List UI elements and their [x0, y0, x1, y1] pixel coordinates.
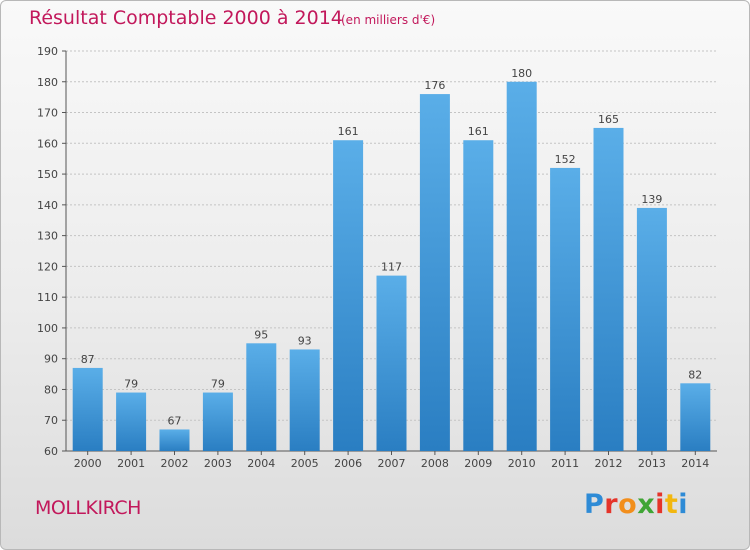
bar	[116, 392, 147, 451]
data-label: 67	[168, 414, 182, 427]
logo-letter: o	[618, 489, 638, 520]
bar	[72, 367, 103, 451]
data-label: 117	[381, 261, 402, 274]
logo-letter: r	[604, 489, 619, 520]
y-tick-label: 150	[37, 168, 58, 181]
x-tick-label: 2013	[638, 457, 666, 470]
logo-letter: t	[664, 489, 679, 520]
x-tick-label: 2010	[508, 457, 536, 470]
y-tick-label: 190	[37, 45, 58, 58]
x-tick-label: 2001	[117, 457, 145, 470]
x-tick-label: 2008	[421, 457, 449, 470]
y-tick-label: 70	[44, 414, 58, 427]
x-tick-label: 2011	[551, 457, 579, 470]
bar	[333, 140, 364, 451]
data-label: 95	[254, 328, 268, 341]
x-tick-label: 2006	[334, 457, 362, 470]
x-tick-label: 2007	[378, 457, 406, 470]
x-tick-label: 2012	[595, 457, 623, 470]
logo-letter: i	[655, 489, 665, 520]
data-label: 152	[555, 153, 576, 166]
x-tick-label: 2005	[291, 457, 319, 470]
chart-subtitle: (en milliers d'€)	[341, 13, 436, 27]
bar	[680, 383, 711, 451]
x-tick-label: 2009	[464, 457, 492, 470]
bar	[463, 140, 494, 451]
y-tick-label: 80	[44, 383, 58, 396]
y-tick-label: 140	[37, 199, 58, 212]
bar	[376, 275, 407, 451]
data-label: 165	[598, 113, 619, 126]
x-tick-label: 2002	[161, 457, 189, 470]
data-label: 139	[641, 193, 662, 206]
y-tick-label: 160	[37, 137, 58, 150]
y-tick-label: 170	[37, 107, 58, 120]
chart-title: Résultat Comptable 2000 à 2014	[29, 7, 343, 29]
proxiti-logo[interactable]: Proxiti	[584, 489, 688, 520]
x-tick-label: 2014	[681, 457, 709, 470]
bar	[419, 94, 450, 452]
bar	[159, 429, 190, 451]
bar	[202, 392, 233, 451]
data-label: 176	[424, 79, 445, 92]
bar	[550, 167, 581, 451]
x-tick-label: 2003	[204, 457, 232, 470]
logo-letter: i	[678, 489, 689, 520]
y-tick-label: 180	[37, 76, 58, 89]
data-label: 87	[81, 353, 95, 366]
bar	[636, 207, 667, 451]
bar	[246, 343, 277, 451]
bar	[506, 81, 537, 452]
y-tick-label: 130	[37, 230, 58, 243]
data-label: 161	[468, 125, 489, 138]
data-label: 82	[688, 368, 702, 381]
data-label: 79	[211, 378, 225, 391]
logo-letter: P	[584, 489, 605, 520]
data-label: 93	[298, 334, 312, 347]
data-label: 161	[338, 125, 359, 138]
y-tick-label: 110	[37, 291, 58, 304]
x-tick-label: 2004	[247, 457, 275, 470]
logo-letter: x	[637, 489, 656, 520]
data-label: 79	[124, 378, 138, 391]
y-tick-label: 90	[44, 353, 58, 366]
bar	[289, 349, 320, 451]
bar	[593, 127, 624, 451]
y-tick-label: 60	[44, 445, 58, 458]
y-tick-label: 120	[37, 260, 58, 273]
x-tick-label: 2000	[74, 457, 102, 470]
data-label: 180	[511, 67, 532, 80]
town-name: MOLLKIRCH	[35, 497, 141, 519]
y-tick-label: 100	[37, 322, 58, 335]
